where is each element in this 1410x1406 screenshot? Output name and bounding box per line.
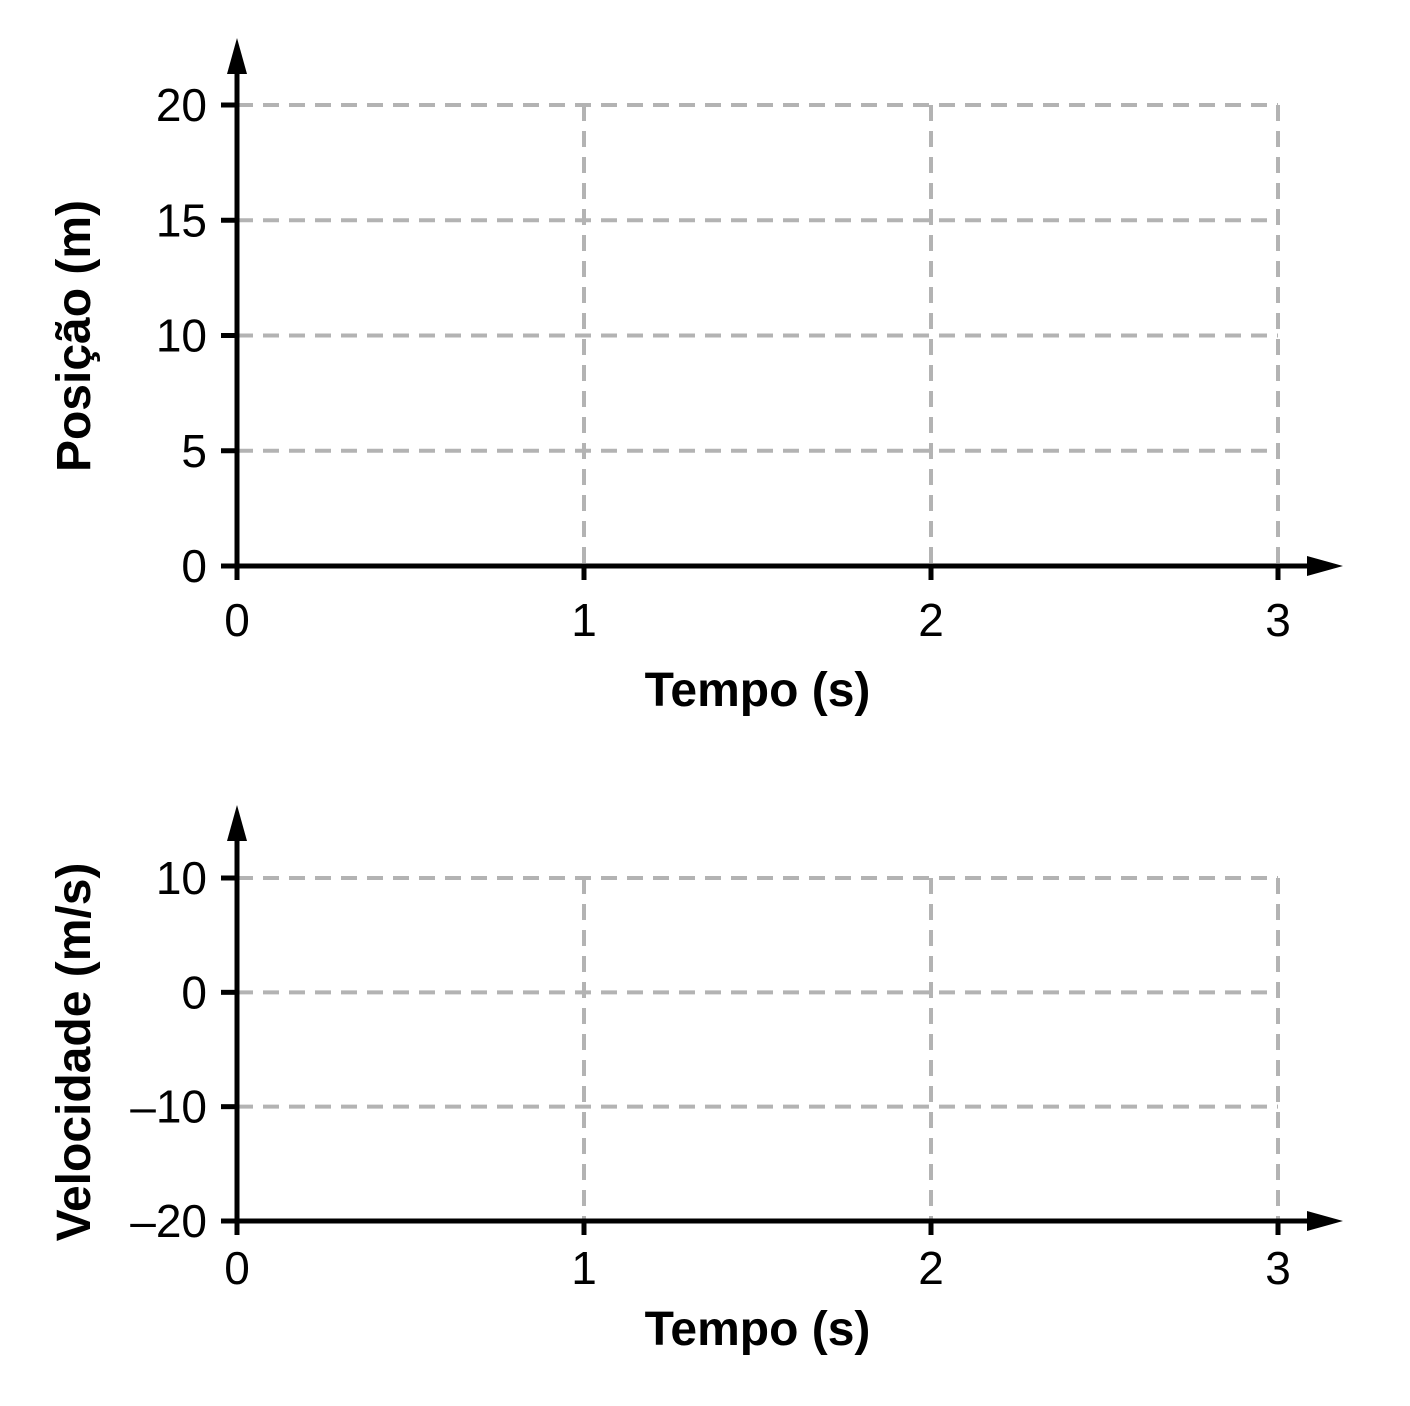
position-y-tick-label-1: 5 [181, 425, 207, 477]
position-y-axis-title: Posição (m) [48, 200, 101, 472]
velocity-y-tick-label-0: –20 [130, 1195, 207, 1247]
position-y-tick-label-3: 15 [156, 194, 207, 246]
velocity-time-chart: –20 –10 0 10 0 1 2 3 Tempo (s) Velocidade (m/s) [48, 805, 1343, 1356]
position-x-tick-label-0: 0 [224, 594, 250, 646]
velocity-x-tick-label-3: 3 [1265, 1242, 1291, 1294]
velocity-y-axis-title: Velocidade (m/s) [48, 863, 101, 1242]
position-y-tick-label-4: 20 [156, 79, 207, 131]
position-y-tick-label-2: 10 [156, 310, 207, 362]
velocity-y-tick-label-3: 10 [156, 852, 207, 904]
position-y-tick-label-0: 0 [181, 540, 207, 592]
position-y-axis-arrow [227, 38, 247, 74]
position-x-tick-label-2: 2 [918, 594, 944, 646]
velocity-y-tick-label-2: 0 [181, 966, 207, 1018]
velocity-x-axis-title: Tempo (s) [645, 1303, 871, 1356]
velocity-y-axis-arrow [227, 805, 247, 841]
position-time-chart: 0 5 10 15 20 0 1 2 3 Tempo (s) Posição (m) [48, 38, 1343, 717]
position-x-tick-label-3: 3 [1265, 594, 1291, 646]
velocity-x-tick-label-0: 0 [224, 1242, 250, 1294]
position-x-axis-title: Tempo (s) [645, 664, 871, 717]
velocity-y-tick-label-1: –10 [130, 1081, 207, 1133]
velocity-x-axis-arrow [1307, 1211, 1343, 1231]
position-x-axis-arrow [1307, 556, 1343, 576]
velocity-x-tick-label-1: 1 [571, 1242, 597, 1294]
position-x-tick-label-1: 1 [571, 594, 597, 646]
velocity-x-tick-label-2: 2 [918, 1242, 944, 1294]
